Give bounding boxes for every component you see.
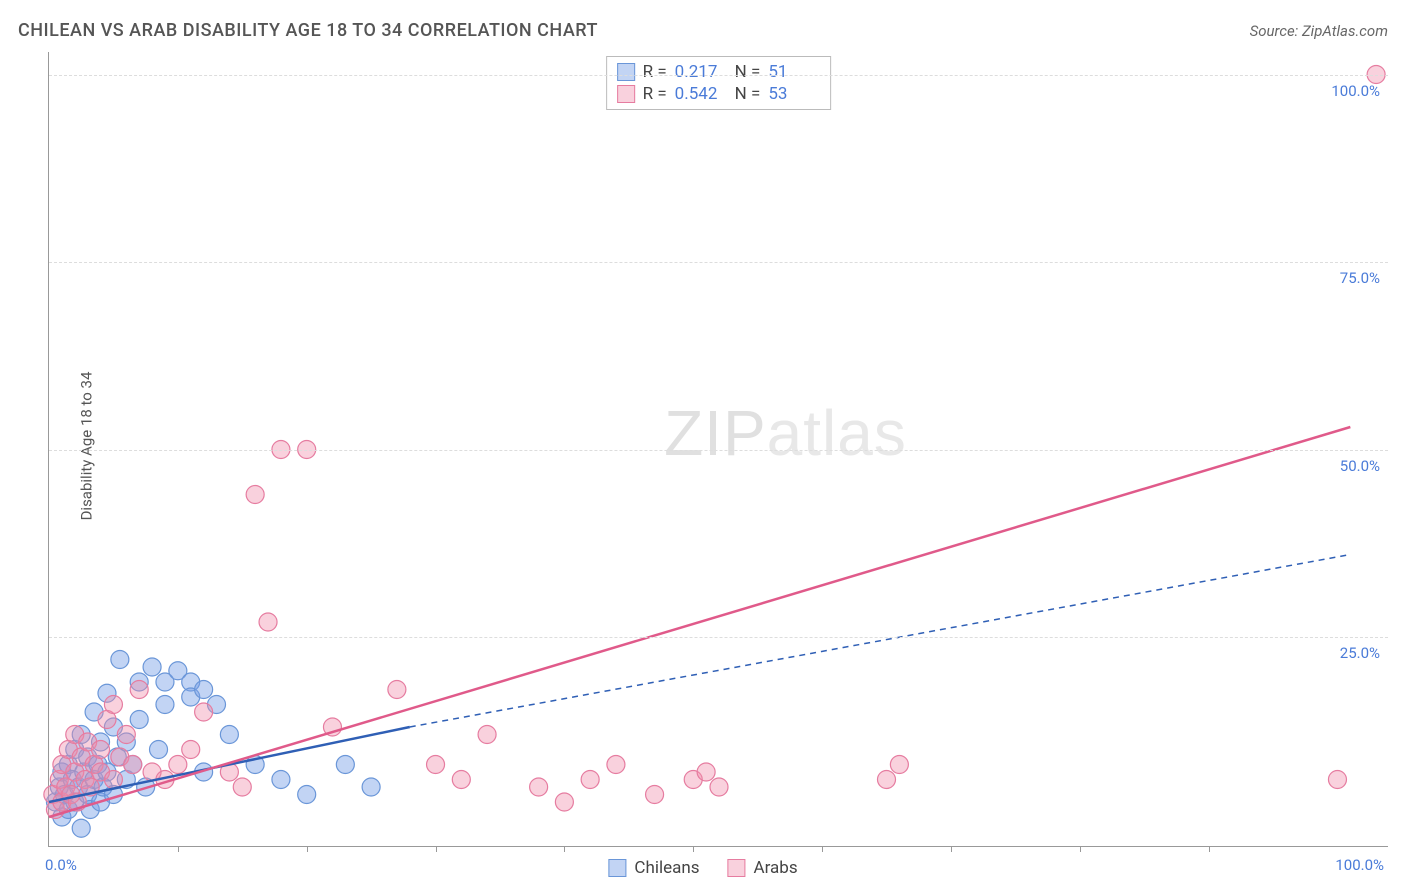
stat-n-label: N = — [735, 84, 761, 104]
legend-label: Chileans — [634, 858, 699, 878]
data-point — [697, 763, 715, 781]
data-point — [362, 778, 380, 796]
data-point — [111, 651, 129, 669]
series-legend: Chileans Arabs — [608, 858, 797, 878]
chart-plot-area: ZIPatlas R =0.217N =51R =0.542N =53 25.0… — [48, 52, 1388, 847]
data-point — [478, 726, 496, 744]
x-tick — [1209, 846, 1210, 852]
gridline — [49, 262, 1388, 263]
data-point — [104, 696, 122, 714]
stats-row: R = 0.542 N = 53 — [617, 83, 821, 105]
legend-item: Arabs — [728, 858, 798, 878]
gridline — [49, 450, 1388, 451]
series-swatch — [608, 859, 626, 877]
data-point — [427, 756, 445, 774]
data-point — [336, 756, 354, 774]
stat-n-value: 51 — [768, 62, 820, 82]
x-tick — [951, 846, 952, 852]
data-point — [195, 703, 213, 721]
chart-header: CHILEAN VS ARAB DISABILITY AGE 18 TO 34 … — [18, 20, 1388, 41]
x-tick-label: 0.0% — [45, 856, 77, 874]
y-tick-label: 25.0% — [1340, 644, 1380, 662]
x-tick — [436, 846, 437, 852]
data-point — [878, 771, 896, 789]
data-point — [710, 778, 728, 796]
data-point — [104, 771, 122, 789]
data-point — [143, 658, 161, 676]
data-point — [92, 741, 110, 759]
data-point — [220, 726, 238, 744]
data-point — [530, 778, 548, 796]
data-point — [1328, 771, 1346, 789]
legend-label: Arabs — [754, 858, 798, 878]
data-point — [156, 696, 174, 714]
stat-r-value: 0.217 — [675, 62, 727, 82]
data-point — [233, 778, 251, 796]
x-tick-label: 100.0% — [1335, 856, 1384, 874]
data-point — [646, 786, 664, 804]
stat-n-value: 53 — [768, 84, 820, 104]
gridline — [49, 637, 1388, 638]
chart-title: CHILEAN VS ARAB DISABILITY AGE 18 TO 34 … — [18, 20, 598, 41]
data-point — [130, 711, 148, 729]
data-point — [581, 771, 599, 789]
legend-item: Chileans — [608, 858, 699, 878]
stats-row: R = 0.217 N = 51 — [617, 61, 821, 83]
data-point — [182, 741, 200, 759]
gridline — [49, 75, 1388, 76]
x-tick — [564, 846, 565, 852]
data-point — [72, 819, 90, 837]
data-point — [150, 741, 168, 759]
series-swatch — [728, 859, 746, 877]
x-tick — [307, 846, 308, 852]
data-point — [452, 771, 470, 789]
stats-legend-box: R = 0.217 N = 51 R = 0.542 N = 53 — [606, 56, 832, 110]
stat-n-label: N = — [735, 62, 761, 82]
data-point — [555, 793, 573, 811]
data-point — [246, 486, 264, 504]
data-point — [130, 681, 148, 699]
stat-r-label: R = — [643, 84, 667, 104]
data-point — [117, 726, 135, 744]
data-point — [298, 786, 316, 804]
x-tick — [1080, 846, 1081, 852]
y-tick-label: 75.0% — [1340, 269, 1380, 287]
trend-line — [49, 427, 1350, 817]
series-swatch — [617, 63, 635, 81]
x-tick — [822, 846, 823, 852]
data-point — [388, 681, 406, 699]
data-point — [259, 613, 277, 631]
data-point — [272, 771, 290, 789]
data-point — [890, 756, 908, 774]
data-point — [124, 756, 142, 774]
data-point — [169, 756, 187, 774]
x-tick — [178, 846, 179, 852]
y-tick-label: 50.0% — [1340, 457, 1380, 475]
stat-r-label: R = — [643, 62, 667, 82]
series-swatch — [617, 85, 635, 103]
stat-r-value: 0.542 — [675, 84, 727, 104]
chart-source: Source: ZipAtlas.com — [1250, 22, 1388, 40]
data-point — [607, 756, 625, 774]
y-tick-label: 100.0% — [1331, 82, 1380, 100]
trend-line-extrapolated — [410, 555, 1351, 728]
x-tick — [693, 846, 694, 852]
data-point — [195, 681, 213, 699]
